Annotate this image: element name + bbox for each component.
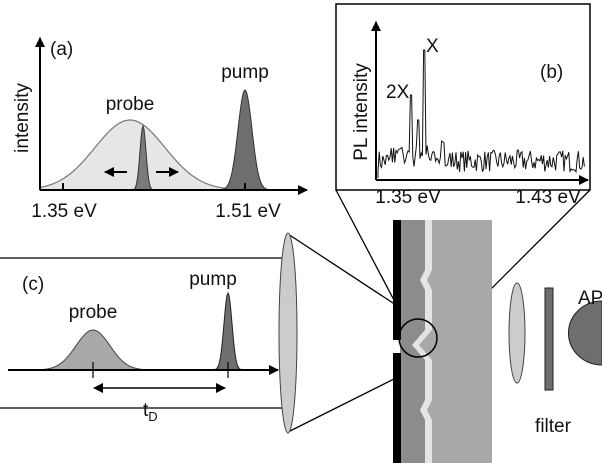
mask <box>393 220 401 340</box>
sample-layer <box>412 220 432 463</box>
tick-label: 1.43 eV <box>515 187 581 208</box>
probe-pulse <box>34 329 151 371</box>
panel-c: (c) probe pump tD APD filter <box>0 220 602 463</box>
peak-label: 2X <box>386 82 410 103</box>
lens <box>278 232 298 434</box>
tick-label: 1.35 eV <box>375 187 441 208</box>
beam-edge <box>287 233 397 306</box>
detector <box>567 300 602 366</box>
tick-label: 1.35 eV <box>31 201 97 222</box>
panel-label: (b) <box>540 62 563 83</box>
inset-box <box>335 3 591 191</box>
pump-label: pump <box>189 269 237 290</box>
axis-label: PL intensity <box>351 63 372 161</box>
pl-spectrum <box>377 49 585 178</box>
probe-label: probe <box>106 94 155 115</box>
mask <box>393 353 401 463</box>
pump-spectrum <box>215 89 275 191</box>
panel-label: (c) <box>22 274 44 295</box>
delay-subscript: D <box>148 409 157 424</box>
delay-label: tD <box>143 400 158 424</box>
sample-layer <box>400 220 425 463</box>
panel-label: (a) <box>50 39 73 60</box>
pump-label: pump <box>221 62 269 83</box>
beam-edge <box>287 377 397 433</box>
arrow-head <box>93 383 103 393</box>
zoom-circle <box>398 318 438 358</box>
panel-a: (a) intensity probe pump 1.35 eV 1.51 eV <box>12 37 308 222</box>
lens <box>508 282 526 384</box>
probe-label: probe <box>69 302 118 323</box>
delay-symbol: t <box>143 400 149 421</box>
filter <box>544 287 554 391</box>
pump-pulse <box>211 291 245 371</box>
peak-label: X <box>426 36 439 57</box>
axis-label: intensity <box>12 83 33 153</box>
detector-label: APD <box>578 288 602 309</box>
tick-label: 1.51 eV <box>215 201 281 222</box>
panel-b: (b) X 2X PL intensity 1.35 eV 1.43 eV <box>335 3 591 351</box>
filter-label: filter <box>535 416 572 437</box>
